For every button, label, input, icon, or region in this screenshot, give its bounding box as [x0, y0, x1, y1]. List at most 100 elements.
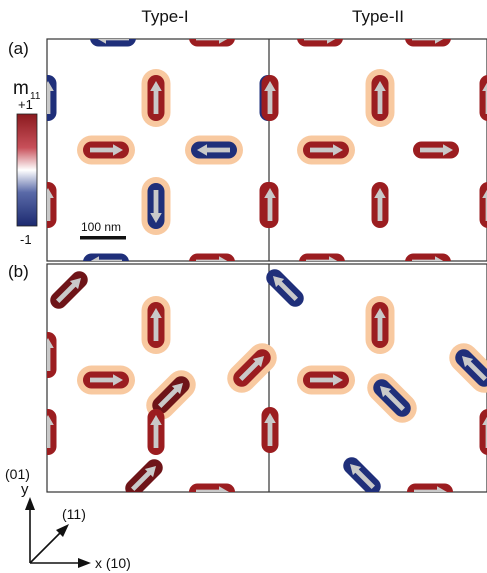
- panel-b-magnets: [47, 269, 487, 492]
- scalebar-label: 100 nm: [81, 220, 121, 234]
- magnet-body: [479, 182, 487, 228]
- magnetization-arrow-icon: [90, 144, 123, 156]
- nanomagnet: [50, 271, 88, 309]
- magnetization-arrow-icon: [264, 413, 276, 446]
- magnetization-arrow-icon: [264, 188, 276, 221]
- nanomagnet: [479, 75, 487, 121]
- row-label-a: (a): [8, 39, 29, 58]
- nanomagnet: [125, 459, 163, 492]
- nanomagnet: [343, 457, 381, 492]
- magnetization-arrow-icon: [374, 308, 386, 341]
- nanomagnet: [47, 409, 57, 455]
- nanomagnet: [77, 135, 135, 165]
- nanomagnet: [47, 332, 57, 378]
- magnetization-arrow-icon: [47, 415, 54, 448]
- nanomagnet: [83, 253, 129, 261]
- nanomagnet: [77, 365, 135, 395]
- magnetization-arrow-icon: [482, 415, 487, 448]
- colorbar-min-label: -1: [20, 232, 32, 247]
- magnetization-arrow-icon: [482, 188, 487, 221]
- nanomagnet: [261, 75, 279, 121]
- magnetization-arrow-icon: [130, 465, 157, 492]
- magnetization-arrow-icon: [310, 144, 343, 156]
- magnetization-arrow-icon: [150, 308, 162, 341]
- nanomagnet: [227, 343, 277, 393]
- axis-diag-label: (11): [62, 506, 86, 522]
- colorbar-symbol: m: [13, 78, 29, 99]
- magnetization-arrow-icon: [150, 190, 162, 223]
- magnet-body: [405, 253, 451, 261]
- nanomagnet: [299, 253, 345, 261]
- nanomagnet: [297, 135, 355, 165]
- magnetization-arrow-icon: [482, 81, 487, 114]
- magnet-body: [90, 39, 136, 47]
- nanomagnet: [185, 135, 243, 165]
- magnetization-arrow-icon: [310, 374, 343, 386]
- nanomagnet: [141, 296, 171, 354]
- nanomagnet: [365, 69, 395, 127]
- nanomagnet: [413, 141, 459, 159]
- nanomagnet: [449, 343, 487, 393]
- magnet-body: [189, 253, 235, 261]
- nanomagnet: [147, 409, 165, 455]
- magnetization-arrow-icon: [196, 486, 229, 492]
- magnetization-arrow-icon: [55, 277, 82, 304]
- colorbar: [16, 113, 38, 227]
- axis-x-label: x (10): [95, 555, 131, 571]
- nanomagnet: [479, 182, 487, 228]
- nanomagnet: [365, 296, 395, 354]
- magnetization-arrow-icon: [196, 256, 228, 261]
- magnetization-arrow-icon: [461, 355, 487, 382]
- colorbar-subscript: 11: [30, 91, 41, 102]
- magnetization-arrow-icon: [238, 355, 265, 382]
- nanomagnet: [189, 483, 235, 492]
- magnetization-arrow-icon: [196, 39, 228, 44]
- magnetization-arrow-icon: [304, 39, 336, 44]
- nanomagnet: [261, 407, 279, 453]
- magnetization-arrow-icon: [197, 144, 230, 156]
- axis-y-direction: (01): [5, 466, 30, 482]
- magnetization-arrow-icon: [414, 486, 447, 492]
- magnet-body: [299, 253, 345, 261]
- nanomagnet: [266, 269, 304, 307]
- colorbar-max-label: +1: [18, 97, 33, 112]
- magnetization-arrow-icon: [150, 81, 162, 114]
- nanomagnet: [297, 39, 343, 47]
- magnetization-arrow-icon: [97, 39, 129, 44]
- panel-a-magnets: [47, 39, 487, 261]
- row-label-b: (b): [8, 262, 29, 281]
- nanomagnet: [146, 370, 196, 420]
- nanomagnet: [407, 483, 453, 492]
- nanomagnet: [367, 373, 417, 423]
- nanomagnet: [297, 365, 355, 395]
- magnetization-arrow-icon: [272, 275, 299, 302]
- magnetization-arrow-icon: [412, 256, 444, 261]
- nanomagnet: [405, 39, 451, 47]
- magnetization-arrow-icon: [150, 415, 162, 448]
- nanomagnet: [189, 253, 235, 261]
- magnet-body: [83, 253, 129, 261]
- magnetization-arrow-icon: [306, 256, 338, 261]
- magnet-body: [405, 39, 451, 47]
- nanomagnet: [479, 409, 487, 455]
- column-title-type-ii: Type-II: [352, 7, 404, 26]
- magnetization-arrow-icon: [90, 256, 122, 261]
- nanomagnet: [141, 69, 171, 127]
- magnetization-arrow-icon: [420, 144, 453, 156]
- nanomagnet: [189, 39, 235, 47]
- axis-y-label: y: [21, 481, 29, 498]
- magnetization-arrow-icon: [157, 382, 184, 409]
- magnetization-arrow-icon: [47, 188, 54, 221]
- scalebar: [80, 236, 126, 240]
- nanomagnet: [47, 75, 57, 121]
- nanomagnet: [371, 182, 389, 228]
- nanomagnet: [90, 39, 136, 47]
- magnet-body: [479, 409, 487, 455]
- nanomagnet: [47, 182, 57, 228]
- magnetization-arrow-icon: [47, 81, 54, 114]
- magnet-body: [297, 39, 343, 47]
- magnetization-arrow-icon: [412, 39, 444, 44]
- panel-b-frame: [46, 263, 487, 493]
- magnetization-arrow-icon: [90, 374, 123, 386]
